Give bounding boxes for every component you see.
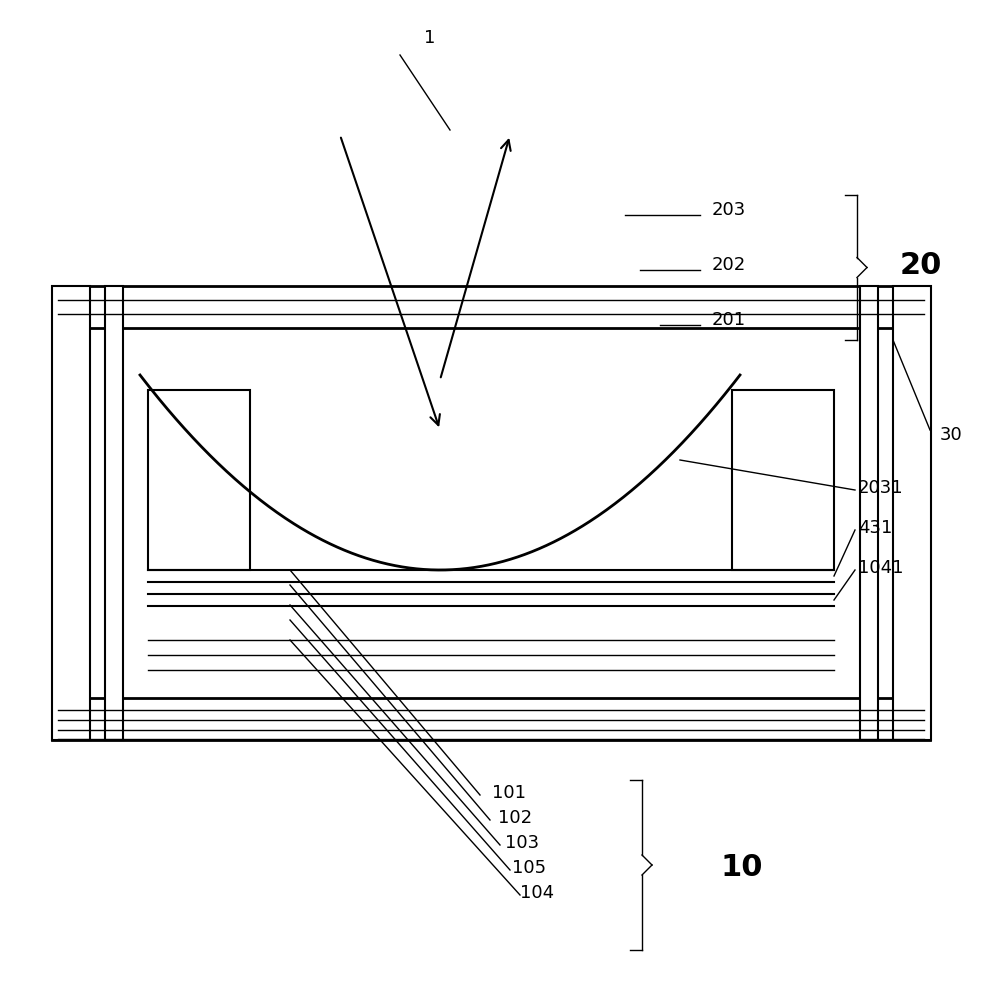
Text: 10: 10 — [720, 854, 762, 882]
Bar — [732, 390, 834, 570]
Bar — [105, 286, 123, 740]
Text: 431: 431 — [858, 519, 892, 537]
Text: 1041: 1041 — [858, 559, 903, 577]
Text: 30: 30 — [940, 426, 962, 444]
Bar — [893, 286, 931, 740]
Text: 103: 103 — [505, 834, 539, 852]
Text: 102: 102 — [498, 809, 532, 827]
Text: 201: 201 — [712, 311, 746, 329]
Text: 101: 101 — [492, 784, 526, 802]
Bar — [52, 286, 930, 328]
Text: 104: 104 — [520, 884, 554, 902]
Text: 2031: 2031 — [858, 479, 903, 497]
Text: 202: 202 — [712, 256, 746, 274]
Text: 203: 203 — [712, 201, 746, 219]
Bar — [52, 698, 930, 740]
Bar — [52, 286, 90, 740]
Text: 20: 20 — [900, 250, 943, 279]
Bar — [860, 286, 878, 740]
Text: 1: 1 — [424, 29, 436, 47]
Bar — [148, 390, 250, 570]
Text: 105: 105 — [512, 859, 546, 877]
